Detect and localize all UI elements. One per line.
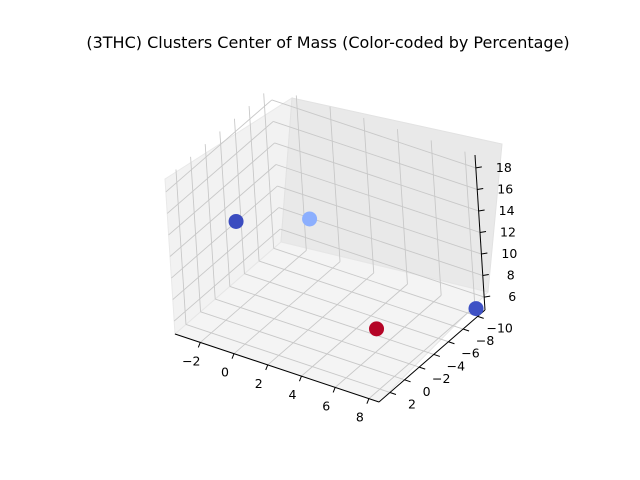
x-grid-line	[334, 295, 442, 388]
z-grid-line	[273, 121, 478, 190]
z-tick-label: 8	[507, 268, 515, 283]
data-point	[228, 213, 244, 229]
z-grid-line	[165, 99, 273, 193]
z-grid-line	[275, 164, 481, 233]
chart-title: (3THC) Clusters Center of Mass (Color-co…	[86, 33, 570, 52]
x-axis-line	[174, 333, 380, 403]
z-tick-label: 18	[496, 160, 512, 175]
data-point	[369, 321, 385, 337]
z-grid-line	[171, 185, 278, 279]
z-tick-label: 12	[500, 225, 516, 240]
z-grid-line	[280, 228, 485, 298]
x-tick-label: 4	[288, 387, 296, 402]
z-tick-mark	[481, 252, 488, 255]
y-tick-label: −4	[447, 358, 465, 373]
x-tick-mark	[265, 364, 269, 371]
y-tick-label: −6	[461, 346, 479, 361]
z-tick-mark	[479, 231, 487, 233]
z-tick-label: 6	[508, 289, 516, 304]
data-point	[302, 211, 318, 227]
x-grid-line	[267, 272, 375, 366]
x-tick-mark	[366, 398, 370, 404]
x-grid-line	[199, 250, 307, 343]
y-grid-line	[200, 311, 405, 381]
y-tick-mark	[389, 392, 397, 395]
x-tick-mark	[298, 375, 302, 382]
z-grid-line	[169, 164, 277, 257]
y-grid-line	[229, 285, 434, 355]
y-tick-mark	[404, 379, 411, 383]
z-tick-label: 14	[499, 203, 515, 218]
y-grid-line	[215, 298, 420, 368]
tick-marks	[197, 166, 491, 404]
z-grid-line	[274, 142, 479, 212]
x-grid-line	[301, 283, 408, 377]
z-grid-line	[277, 185, 482, 255]
z-tick-mark	[477, 187, 484, 190]
x-tick-label: 6	[322, 398, 330, 413]
x-tick-label: 0	[221, 365, 229, 380]
z-grid-line	[173, 228, 281, 322]
x-grid-line	[233, 261, 341, 355]
y-tick-label: −10	[486, 320, 512, 335]
z-grid-line	[166, 121, 274, 214]
y-grid-line	[258, 260, 464, 330]
y-grid-line	[273, 247, 478, 317]
y-tick-label: 0	[423, 384, 431, 399]
y-grid-line	[185, 324, 391, 393]
z-tick-mark	[484, 295, 491, 298]
z-tick-mark	[475, 166, 482, 169]
z-grid-line	[172, 207, 280, 300]
y-tick-mark	[477, 315, 484, 319]
x-tick-label: 2	[255, 376, 263, 391]
y-tick-label: 2	[408, 396, 416, 411]
x-tick-mark	[332, 387, 336, 393]
y-tick-mark	[419, 366, 426, 370]
z-tick-label: 16	[497, 181, 513, 196]
data-points	[228, 211, 484, 337]
y-grid-line	[244, 273, 449, 343]
y-tick-label: −8	[476, 333, 494, 348]
data-point	[468, 301, 484, 317]
z-grid-line	[271, 99, 476, 169]
x-tick-mark	[231, 353, 235, 359]
x-tick-mark	[197, 342, 201, 348]
z-tick-mark	[482, 274, 489, 277]
z-tick-label: 10	[501, 246, 517, 261]
x-tick-label: −2	[182, 353, 200, 368]
x-tick-label: 8	[356, 410, 364, 425]
y-tick-mark	[462, 328, 470, 332]
y-tick-mark	[433, 353, 440, 357]
y-tick-mark	[448, 341, 455, 345]
z-tick-mark	[478, 209, 485, 212]
z-grid-line	[168, 142, 275, 236]
y-tick-label: −2	[432, 371, 450, 386]
x-grid-line	[368, 306, 476, 399]
y-axis-line	[378, 309, 486, 403]
